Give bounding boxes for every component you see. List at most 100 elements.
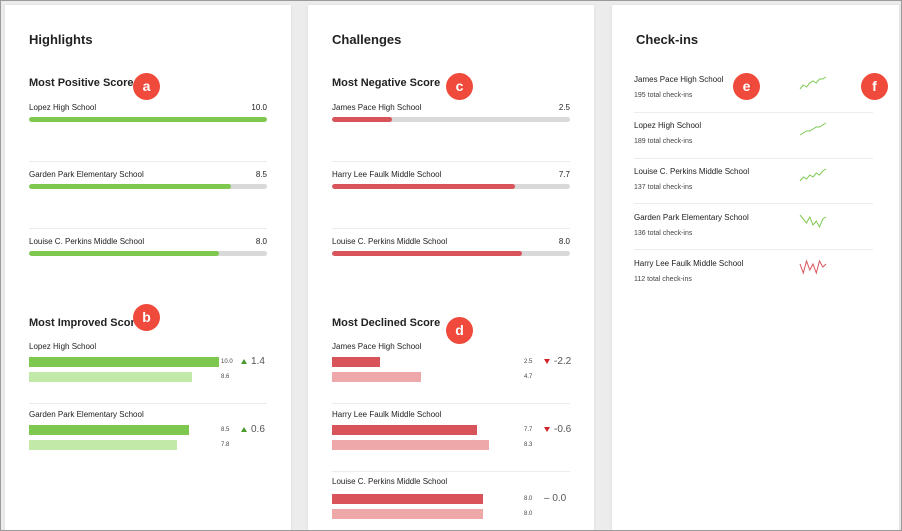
challenges-title: Challenges [332, 32, 402, 47]
school-name: Lopez High School [634, 121, 702, 130]
row-divider [634, 112, 873, 113]
school-name: James Pace High School [332, 342, 422, 351]
checkin-item[interactable]: James Pace High School 195 total check-i… [634, 75, 874, 121]
previous-score-value: 7.8 [221, 442, 230, 448]
highlights-title: Highlights [29, 32, 93, 47]
row-divider [29, 228, 267, 229]
checkins-title: Check-ins [636, 32, 699, 47]
score-bar-fill [332, 251, 523, 256]
current-score-value: 2.5 [524, 359, 533, 365]
school-name: Louise C. Perkins Middle School [29, 237, 145, 246]
sparkline-chart [799, 214, 827, 229]
score-bar-fill [29, 184, 232, 189]
sparkline-chart [799, 122, 827, 136]
current-score-bar [29, 357, 219, 367]
score-bar-track [332, 251, 570, 256]
score-bar-track [29, 117, 267, 122]
callout-badge-d: d [446, 317, 473, 344]
row-divider [332, 471, 570, 472]
sparkline-path [799, 168, 827, 182]
most-declined-score-title: Most Declined Score [332, 317, 441, 329]
current-score-value: 10.0 [221, 359, 233, 365]
down-arrow-icon [544, 359, 550, 364]
school-name: James Pace High School [332, 103, 422, 112]
checkin-count: 136 total check-ins [634, 230, 693, 237]
highlights-panel: Highlights Most Positive Score a Lopez H… [5, 5, 291, 530]
checkin-count: 137 total check-ins [634, 184, 693, 191]
previous-score-bar [332, 372, 421, 382]
checkin-count: 195 total check-ins [634, 92, 693, 99]
score-bar-track [29, 251, 267, 256]
checkin-item[interactable]: Lopez High School 189 total check-ins [634, 121, 874, 167]
checkin-count: 112 total check-ins [634, 276, 692, 283]
score-delta: -0.6 [554, 424, 572, 435]
callout-badge-c: c [446, 73, 473, 100]
down-arrow-icon [544, 427, 550, 432]
challenges-panel: Challenges Most Negative Score c James P… [308, 5, 594, 530]
callout-badge-b: b [133, 304, 160, 331]
score-delta: 1.4 [251, 356, 265, 367]
school-name: Garden Park Elementary School [29, 170, 144, 179]
score-bar-track [332, 184, 570, 189]
previous-score-value: 8.6 [221, 374, 230, 380]
score-bar-track [29, 184, 267, 189]
school-name: James Pace High School [634, 75, 724, 84]
score-delta: -2.2 [554, 356, 572, 367]
current-score-bar [332, 425, 477, 435]
school-name: Lopez High School [29, 342, 97, 351]
score-bar-fill [29, 251, 220, 256]
row-divider [332, 161, 570, 162]
sparkline-chart [799, 76, 827, 90]
score-value: 7.7 [558, 170, 570, 179]
checkin-item[interactable]: Harry Lee Faulk Middle School 112 total … [634, 259, 874, 305]
score-value: 10.0 [251, 103, 267, 112]
school-name: Garden Park Elementary School [29, 410, 144, 419]
current-score-value: 8.0 [524, 496, 533, 502]
previous-score-value: 8.0 [524, 511, 533, 517]
callout-badge-a: a [133, 73, 160, 100]
sparkline-chart [799, 259, 827, 275]
current-score-value: 8.5 [221, 427, 230, 433]
current-score-value: 7.7 [524, 427, 533, 433]
previous-score-value: 4.7 [524, 374, 533, 380]
score-bar-fill [332, 117, 392, 122]
callout-badge-e: e [733, 73, 760, 100]
previous-score-bar [29, 372, 192, 382]
sparkline-path [799, 259, 827, 275]
row-divider [332, 403, 570, 404]
row-divider [332, 228, 570, 229]
school-name: Harry Lee Faulk Middle School [332, 410, 442, 419]
up-arrow-icon [241, 359, 247, 364]
most-negative-score-title: Most Negative Score [332, 77, 441, 89]
score-value: 8.5 [255, 170, 267, 179]
score-delta: – 0.0 [544, 493, 567, 504]
checkin-item[interactable]: Garden Park Elementary School 136 total … [634, 213, 874, 259]
score-value: 2.5 [558, 103, 570, 112]
score-value: 8.0 [558, 237, 570, 246]
most-improved-score-title: Most Improved Score [29, 317, 141, 329]
sparkline-path [799, 122, 827, 136]
callout-badge-f: f [861, 73, 888, 100]
current-score-bar [332, 357, 380, 367]
most-positive-score-title: Most Positive Score [29, 77, 134, 89]
school-name: Lopez High School [29, 103, 97, 112]
checkin-item[interactable]: Louise C. Perkins Middle School 137 tota… [634, 167, 874, 213]
checkins-panel: Check-ins e f James Pace High School 195… [612, 5, 899, 530]
score-bar-track [332, 117, 570, 122]
sparkline-path [799, 214, 827, 229]
row-divider [634, 203, 873, 204]
previous-score-bar [332, 509, 483, 519]
row-divider [634, 158, 873, 159]
school-name: Garden Park Elementary School [634, 213, 749, 222]
checkin-count: 189 total check-ins [634, 138, 693, 145]
school-name: Louise C. Perkins Middle School [332, 477, 448, 486]
current-score-bar [332, 494, 483, 504]
previous-score-bar [29, 440, 177, 450]
score-bar-fill [332, 184, 516, 189]
sparkline-path [799, 76, 827, 90]
row-divider [29, 403, 267, 404]
school-name: Louise C. Perkins Middle School [634, 167, 750, 176]
sparkline-chart [799, 168, 827, 182]
score-bar-fill [29, 117, 267, 122]
